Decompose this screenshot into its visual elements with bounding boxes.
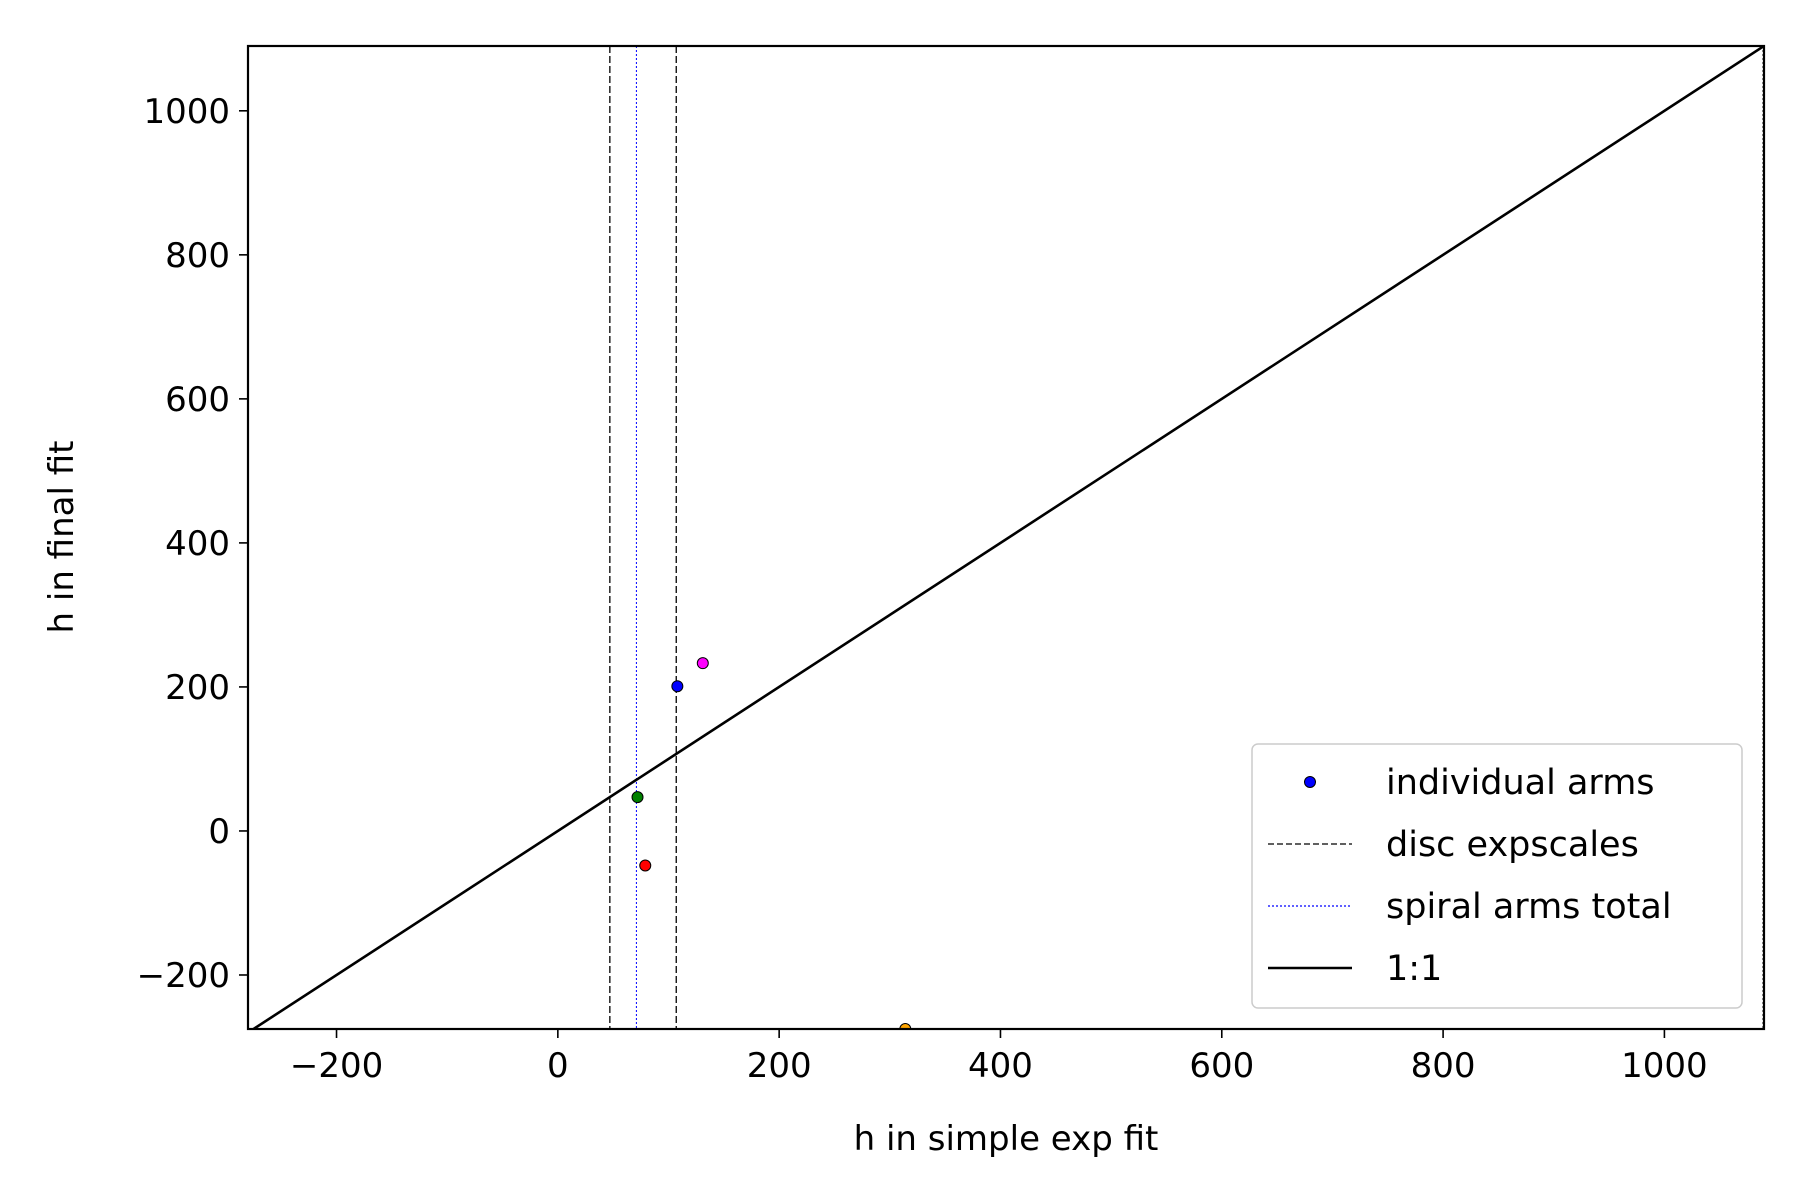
legend-box	[1251, 743, 1743, 1009]
y-tick-label-2: 200	[165, 668, 230, 708]
y-tick-label-4: 600	[165, 380, 230, 420]
data-point-0	[671, 680, 684, 693]
legend-label-2: spiral arms total	[1386, 887, 1672, 927]
x-axis: −200 0 200 400 600 800 1000	[290, 1029, 1708, 1086]
legend-label-3: 1:1	[1386, 949, 1442, 989]
data-point-2	[631, 791, 644, 804]
x-axis-label: h in simple exp fit	[854, 1119, 1159, 1159]
x-tick-label-6: 1000	[1621, 1046, 1708, 1086]
x-tick-label-1: 0	[547, 1046, 569, 1086]
legend-label-1: disc expscales	[1386, 825, 1639, 865]
data-point-1	[696, 657, 709, 670]
x-tick-label-2: 200	[747, 1046, 812, 1086]
data-point-3	[639, 859, 652, 872]
y-tick-label-0: −200	[137, 956, 230, 996]
x-tick-label-3: 400	[968, 1046, 1033, 1086]
legend: individual arms disc expscales spiral arms…	[1251, 743, 1743, 1009]
legend-marker-0	[1304, 776, 1316, 788]
plot-frame	[246, 44, 1766, 1031]
x-tick-label-4: 600	[1189, 1046, 1254, 1086]
data-point-4	[899, 1023, 912, 1029]
x-tick-label-5: 800	[1411, 1046, 1476, 1086]
y-tick-label-1: 0	[208, 812, 230, 852]
plot-area	[251, 46, 1764, 1029]
legend-label-0: individual arms	[1386, 763, 1655, 803]
y-tick-label-3: 400	[165, 524, 230, 564]
one-to-one-line	[251, 46, 1764, 1029]
y-tick-label-6: 1000	[143, 92, 230, 132]
y-axis: −200 0 200 400 600 800 1000	[137, 92, 248, 996]
y-tick-label-5: 800	[165, 236, 230, 276]
x-tick-label-0: −200	[290, 1046, 383, 1086]
y-axis-label: h in final fit	[42, 441, 82, 634]
